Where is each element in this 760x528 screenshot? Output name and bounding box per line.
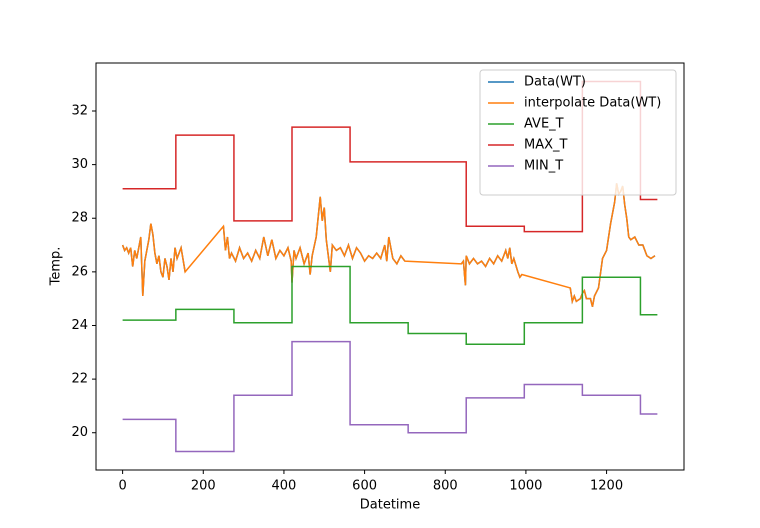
y-tick-label: 28	[71, 211, 88, 226]
y-tick-label: 24	[71, 318, 88, 333]
y-tick-label: 26	[71, 264, 88, 279]
x-axis-label: Datetime	[360, 498, 420, 513]
legend-box	[479, 69, 677, 196]
x-tick-label: 1000	[509, 479, 542, 494]
x-tick-label: 200	[191, 479, 216, 494]
x-tick-label: 800	[433, 479, 458, 494]
y-tick-label: 30	[71, 157, 88, 172]
series-line	[121, 183, 656, 307]
legend-label: interpolate Data(WT)	[524, 96, 661, 111]
x-tick-label: 1200	[590, 479, 623, 494]
legend-label: MAX_T	[524, 138, 568, 153]
plot-frame	[95, 62, 685, 471]
legend-label: Data(WT)	[524, 75, 586, 90]
y-tick-label: 32	[71, 103, 88, 118]
y-axis-label: Temp.	[49, 247, 64, 287]
y-tick-label: 20	[71, 425, 88, 440]
legend-label: AVE_T	[524, 117, 564, 132]
x-tick-label: 0	[118, 479, 126, 494]
x-tick-label: 600	[352, 479, 377, 494]
series-line	[122, 340, 658, 453]
y-tick-label: 22	[71, 372, 88, 387]
series-line	[122, 265, 658, 345]
legend-label: MIN_T	[524, 159, 563, 174]
x-tick-label: 400	[272, 479, 297, 494]
